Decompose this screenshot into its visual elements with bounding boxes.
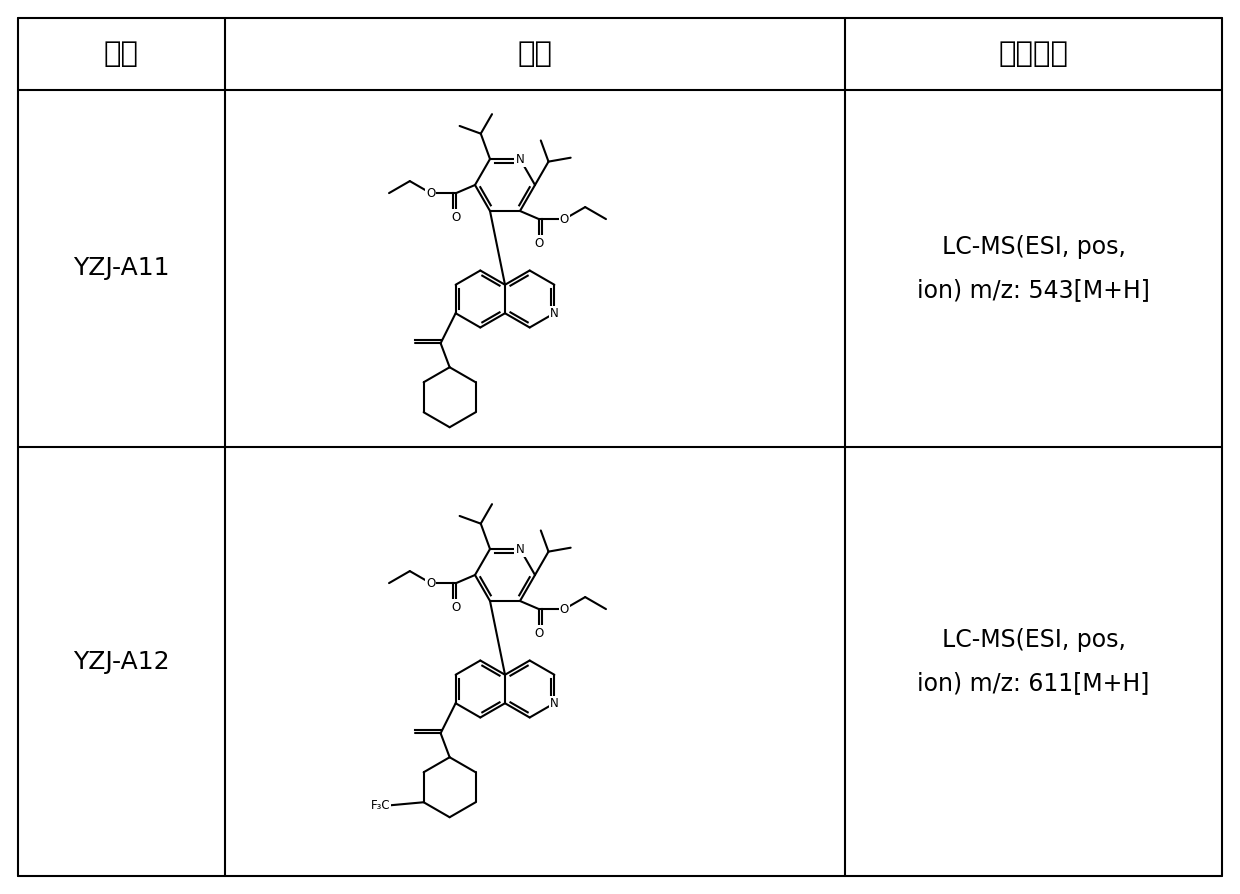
- Text: O: O: [534, 627, 543, 639]
- Text: O: O: [534, 237, 543, 249]
- Text: YZJ-A11: YZJ-A11: [73, 257, 170, 281]
- Text: O: O: [451, 601, 461, 613]
- Text: LC-MS(ESI, pos,
ion) m/z: 611[M+H]: LC-MS(ESI, pos, ion) m/z: 611[M+H]: [918, 628, 1149, 695]
- Text: O: O: [559, 213, 569, 225]
- Text: N: N: [551, 307, 559, 320]
- Text: O: O: [427, 187, 435, 199]
- Text: O: O: [427, 577, 435, 590]
- Text: LC-MS(ESI, pos,
ion) m/z: 543[M+H]: LC-MS(ESI, pos, ion) m/z: 543[M+H]: [918, 235, 1149, 302]
- Text: N: N: [551, 696, 559, 710]
- Text: O: O: [451, 211, 461, 224]
- Text: N: N: [516, 153, 525, 165]
- Text: YZJ-A12: YZJ-A12: [73, 650, 170, 673]
- Text: 结构: 结构: [517, 40, 553, 68]
- Text: O: O: [559, 603, 569, 616]
- Text: N: N: [516, 543, 525, 555]
- Text: 结构数据: 结构数据: [998, 40, 1069, 68]
- Text: 编号: 编号: [104, 40, 139, 68]
- Text: F₃C: F₃C: [371, 798, 391, 812]
